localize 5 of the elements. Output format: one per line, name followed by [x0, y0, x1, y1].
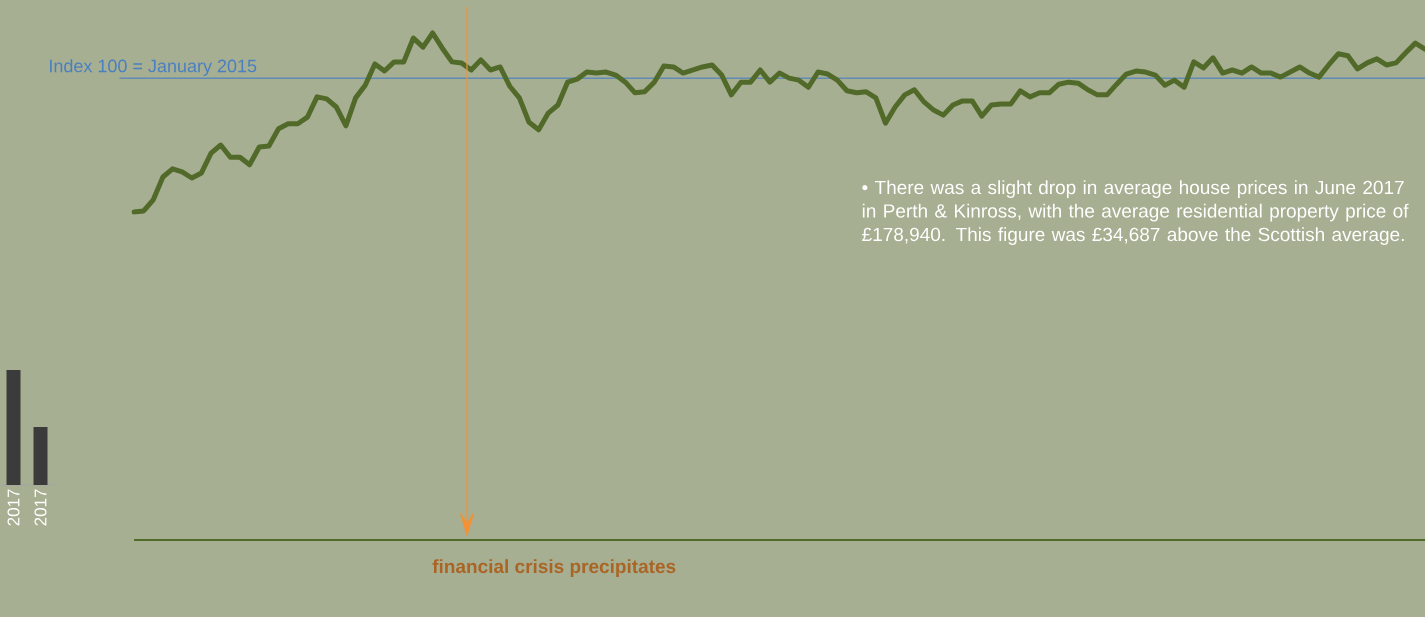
x-tick-label: 2017: [34, 489, 47, 526]
annotation: • There was a slight drop in average house prices in June 2017 in Perth & Kinross, with the average residential property price of £178,940. This figure was £34,687 above the Scottish average.: [862, 180, 1409, 245]
ref-line-label: Index 100 = January 2015: [50, 59, 257, 76]
x-tick-label: 2017: [7, 489, 20, 526]
text: financial crisis precipitates: [432, 559, 676, 577]
